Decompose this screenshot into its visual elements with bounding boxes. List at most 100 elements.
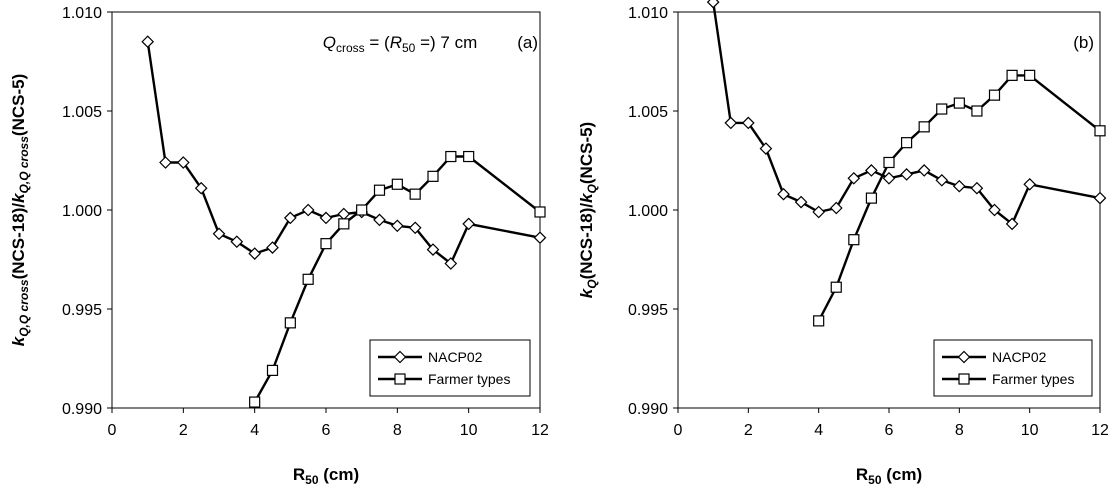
y-tick-label: 0.995: [628, 302, 668, 319]
data-point: [463, 150, 475, 163]
data-point: [706, 0, 720, 9]
data-point: [1023, 177, 1037, 191]
y-tick-label: 1.000: [62, 203, 102, 220]
data-point: [390, 219, 404, 233]
data-point: [249, 396, 261, 408]
y-tick-label: 0.990: [628, 401, 668, 418]
data-point: [935, 173, 949, 187]
data-point: [409, 188, 421, 200]
legend-label: NACP02: [992, 349, 1047, 365]
data-point: [266, 241, 279, 254]
data-point: [847, 171, 861, 185]
x-tick-label: 2: [179, 422, 188, 439]
legend-marker: [958, 373, 970, 385]
data-point: [1094, 125, 1106, 137]
x-axis-label: R50 (cm): [856, 465, 922, 486]
data-point: [444, 257, 458, 270]
x-tick-label: 10: [460, 422, 478, 439]
chart-annotation: Qcross = (R50 =) 7 cm: [323, 33, 477, 55]
x-tick-label: 0: [108, 422, 117, 439]
y-tick-label: 1.010: [62, 5, 102, 22]
legend-box: [369, 339, 531, 397]
data-point: [759, 142, 773, 155]
data-point: [230, 235, 244, 249]
data-point: [284, 317, 296, 329]
legend-box: [933, 339, 1093, 397]
x-tick-label: 0: [674, 422, 683, 439]
series-farmer-types: [813, 69, 1106, 327]
data-point: [848, 234, 860, 246]
x-tick-label: 12: [531, 422, 549, 439]
data-point: [427, 170, 439, 182]
data-point: [988, 89, 1001, 101]
legend-marker: [957, 350, 971, 364]
series-line: [146, 41, 541, 266]
series-nacp02: [141, 35, 547, 270]
data-point: [445, 150, 457, 163]
data-point: [936, 103, 948, 115]
data-point: [724, 116, 738, 130]
y-tick-label: 1.010: [628, 5, 668, 22]
data-point: [320, 238, 332, 250]
data-point: [337, 207, 351, 221]
data-point: [777, 187, 790, 201]
data-point: [212, 227, 226, 241]
data-point: [813, 315, 825, 327]
data-point: [302, 273, 314, 285]
data-point: [301, 203, 315, 217]
x-tick-label: 4: [250, 422, 259, 439]
chart-panel-a: 0 2 4 6 8 10 12 0.990 0.995 1.000 1.005 1.010 R50 (c…: [9, 5, 549, 486]
data-point: [1005, 217, 1019, 231]
data-point: [408, 221, 422, 235]
data-point: [194, 181, 208, 195]
y-tick-label: 0.990: [62, 401, 102, 418]
x-tick-label: 6: [885, 422, 894, 439]
chart-panel-b: 0 2 4 6 8 10 12 0.990 0.995 1.000 1.005 1.010 R50 (c…: [577, 0, 1109, 486]
data-point: [176, 156, 190, 169]
x-tick-label: 2: [744, 422, 753, 439]
legend: NACP02 Farmer types: [369, 339, 531, 397]
data-point: [918, 121, 930, 133]
data-point: [338, 218, 350, 230]
data-point: [900, 137, 913, 149]
x-tick-label: 12: [1091, 422, 1109, 439]
data-point: [865, 192, 878, 204]
data-point: [794, 195, 808, 209]
x-tick-label: 4: [814, 422, 823, 439]
data-point: [319, 211, 333, 225]
data-point: [141, 35, 155, 49]
legend-marker: [393, 350, 407, 364]
data-point: [426, 243, 440, 256]
y-tick-label: 1.005: [628, 104, 668, 121]
legend-label: Farmer types: [428, 371, 510, 387]
data-point: [988, 203, 1001, 217]
y-axis-label: kQ,Q cross(NCS-18)/kQ,Q cross(NCS-5): [9, 74, 31, 347]
data-point: [971, 105, 983, 117]
series-line: [712, 1, 1101, 226]
legend: NACP02 Farmer types: [933, 339, 1093, 397]
data-point: [248, 247, 262, 260]
data-point: [741, 116, 755, 130]
panel-label: (b): [1073, 33, 1094, 52]
data-point: [391, 178, 403, 190]
data-point: [373, 184, 386, 196]
y-axis-label: kQ(NCS-18)/kQ(NCS-5): [577, 122, 599, 298]
y-tick-label: 1.000: [628, 203, 668, 220]
y-tick-label: 1.005: [62, 104, 102, 121]
data-point: [356, 204, 368, 216]
data-point: [373, 213, 386, 227]
data-point: [1024, 69, 1036, 81]
x-tick-label: 10: [1021, 422, 1039, 439]
series-line: [817, 74, 1101, 322]
x-axis-label: R50 (cm): [293, 465, 359, 486]
data-point: [900, 168, 913, 181]
legend-label: NACP02: [428, 349, 483, 365]
data-point: [952, 179, 966, 193]
data-point: [266, 364, 279, 376]
x-tick-label: 6: [322, 422, 331, 439]
data-point: [970, 181, 984, 195]
data-point: [953, 97, 965, 109]
x-tick-label: 8: [955, 422, 964, 439]
data-point: [865, 164, 878, 177]
